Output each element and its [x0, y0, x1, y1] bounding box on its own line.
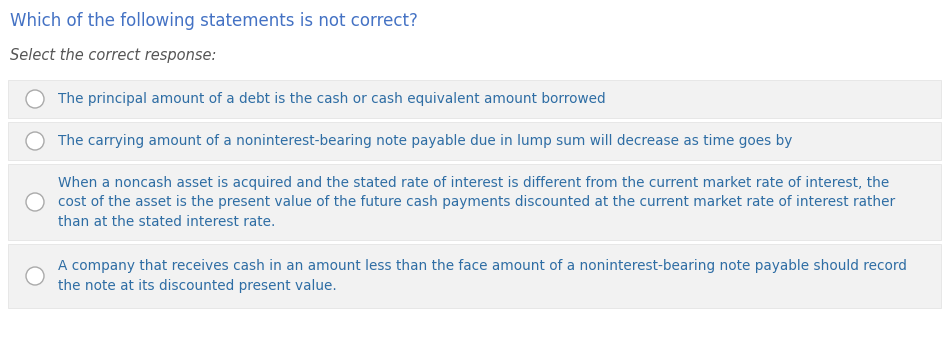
Circle shape	[26, 267, 44, 285]
Circle shape	[26, 193, 44, 211]
Circle shape	[26, 90, 44, 108]
FancyBboxPatch shape	[8, 244, 941, 308]
Text: A company that receives cash in an amount less than the face amount of a noninte: A company that receives cash in an amoun…	[58, 259, 907, 293]
Circle shape	[26, 132, 44, 150]
Text: When a noncash asset is acquired and the stated rate of interest is different fr: When a noncash asset is acquired and the…	[58, 176, 895, 229]
Text: Select the correct response:: Select the correct response:	[10, 48, 216, 63]
Text: The principal amount of a debt is the cash or cash equivalent amount borrowed: The principal amount of a debt is the ca…	[58, 92, 605, 106]
FancyBboxPatch shape	[8, 80, 941, 118]
FancyBboxPatch shape	[8, 164, 941, 240]
FancyBboxPatch shape	[8, 122, 941, 160]
Text: Which of the following statements is not correct?: Which of the following statements is not…	[10, 12, 418, 30]
Text: The carrying amount of a noninterest-bearing note payable due in lump sum will d: The carrying amount of a noninterest-bea…	[58, 134, 792, 148]
